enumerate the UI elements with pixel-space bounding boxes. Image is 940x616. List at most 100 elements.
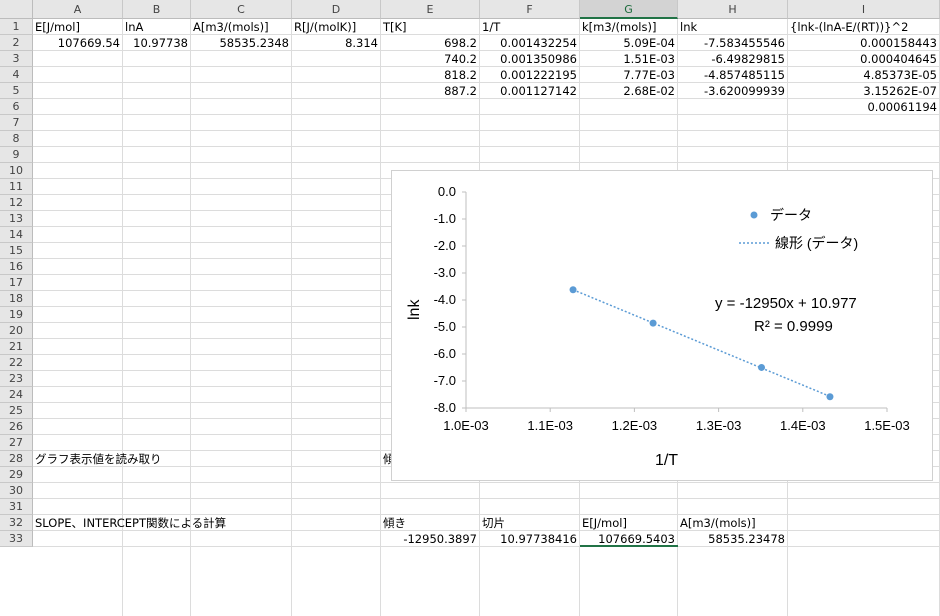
row-header-11[interactable]: 11 bbox=[0, 179, 33, 195]
cell-f2[interactable]: 0.001432254 bbox=[500, 36, 577, 50]
row-header-30[interactable]: 30 bbox=[0, 483, 33, 499]
cell-g4[interactable]: 7.77E-03 bbox=[623, 68, 675, 82]
row-header-28[interactable]: 28 bbox=[0, 451, 33, 467]
chart-svg: 0.0 -1.0 -2.0 -3.0 -4.0 -5.0 -6.0 -7.0 -8.0 1.0E-… bbox=[406, 184, 910, 469]
cell-i3[interactable]: 0.000404645 bbox=[860, 52, 937, 66]
row-header-7[interactable]: 7 bbox=[0, 115, 33, 131]
row-header-20[interactable]: 20 bbox=[0, 323, 33, 339]
row-header-5[interactable]: 5 bbox=[0, 83, 33, 99]
cell-f32[interactable]: 切片 bbox=[482, 516, 505, 530]
select-all-corner[interactable] bbox=[0, 0, 33, 19]
row-header-12[interactable]: 12 bbox=[0, 195, 33, 211]
row-header-6[interactable]: 6 bbox=[0, 99, 33, 115]
scatter-chart[interactable]: 0.0 -1.0 -2.0 -3.0 -4.0 -5.0 -6.0 -7.0 -8.0 1.0E-… bbox=[391, 170, 933, 481]
column-header-h[interactable]: H bbox=[678, 0, 788, 19]
cell-f4[interactable]: 0.001222195 bbox=[500, 68, 577, 82]
row-header-33[interactable]: 33 bbox=[0, 531, 33, 547]
cell-a1[interactable]: E[J/mol] bbox=[35, 20, 80, 34]
data-point bbox=[649, 319, 657, 327]
column-header-e[interactable]: E bbox=[381, 0, 480, 19]
gridline-vertical bbox=[291, 19, 292, 616]
row-header-8[interactable]: 8 bbox=[0, 131, 33, 147]
cell-h33[interactable]: 58535.23478 bbox=[708, 532, 785, 546]
row-header-23[interactable]: 23 bbox=[0, 371, 33, 387]
cell-e4[interactable]: 818.2 bbox=[444, 68, 477, 82]
cell-e3[interactable]: 740.2 bbox=[444, 52, 477, 66]
cell-d1[interactable]: R[J/(molK)] bbox=[294, 20, 357, 34]
cell-i2[interactable]: 0.000158443 bbox=[860, 36, 937, 50]
gridline-horizontal bbox=[33, 498, 940, 499]
cell-g3[interactable]: 1.51E-03 bbox=[623, 52, 675, 66]
row-header-2[interactable]: 2 bbox=[0, 35, 33, 51]
cell-i5[interactable]: 3.15262E-07 bbox=[863, 84, 937, 98]
row-header-17[interactable]: 17 bbox=[0, 275, 33, 291]
cell-e33[interactable]: -12950.3897 bbox=[403, 532, 477, 546]
row-header-10[interactable]: 10 bbox=[0, 163, 33, 179]
legend-label-trendline: 線形 (データ) bbox=[775, 235, 858, 251]
row-header-15[interactable]: 15 bbox=[0, 243, 33, 259]
cell-d2[interactable]: 8.314 bbox=[345, 36, 378, 50]
cell-a2[interactable]: 107669.54 bbox=[57, 36, 120, 50]
y-tick-label: -3.0 bbox=[434, 265, 456, 280]
cell-g32[interactable]: E[J/mol] bbox=[582, 516, 627, 530]
row-header-1[interactable]: 1 bbox=[0, 19, 33, 35]
cell-b2[interactable]: 10.97738 bbox=[133, 36, 188, 50]
cell-c2[interactable]: 58535.2348 bbox=[219, 36, 289, 50]
x-tick-label: 1.5E-03 bbox=[864, 418, 910, 433]
column-header-g[interactable]: G bbox=[580, 0, 678, 19]
cell-a28[interactable]: グラフ表示値を読み取り bbox=[35, 452, 162, 466]
cell-f1[interactable]: 1/T bbox=[482, 20, 501, 34]
row-header-22[interactable]: 22 bbox=[0, 355, 33, 371]
row-header-29[interactable]: 29 bbox=[0, 467, 33, 483]
row-header-25[interactable]: 25 bbox=[0, 403, 33, 419]
cell-g2[interactable]: 5.09E-04 bbox=[623, 36, 675, 50]
column-header-f[interactable]: F bbox=[480, 0, 580, 19]
row-header-13[interactable]: 13 bbox=[0, 211, 33, 227]
row-header-18[interactable]: 18 bbox=[0, 291, 33, 307]
cell-g1[interactable]: k[m3/(mols)] bbox=[582, 20, 657, 34]
cell-h3[interactable]: -6.49829815 bbox=[711, 52, 785, 66]
cell-g33[interactable]: 107669.5403 bbox=[580, 531, 678, 547]
cell-e32[interactable]: 傾き bbox=[383, 516, 406, 530]
row-header-24[interactable]: 24 bbox=[0, 387, 33, 403]
row-header-4[interactable]: 4 bbox=[0, 67, 33, 83]
cell-h4[interactable]: -4.857485115 bbox=[704, 68, 785, 82]
cell-e2[interactable]: 698.2 bbox=[444, 36, 477, 50]
cell-a32[interactable]: SLOPE、INTERCEPT関数による計算 bbox=[35, 516, 227, 530]
x-tick-label: 1.1E-03 bbox=[527, 418, 573, 433]
column-header-b[interactable]: B bbox=[123, 0, 191, 19]
row-header-16[interactable]: 16 bbox=[0, 259, 33, 275]
data-point bbox=[826, 393, 834, 401]
row-header-19[interactable]: 19 bbox=[0, 307, 33, 323]
cell-h2[interactable]: -7.583455546 bbox=[704, 36, 785, 50]
cell-i6[interactable]: 0.00061194 bbox=[867, 100, 937, 114]
cell-i1[interactable]: {lnk-(lnA-E/(RT))}^2 bbox=[790, 20, 909, 34]
y-tick-label: -4.0 bbox=[434, 292, 456, 307]
cell-g5[interactable]: 2.68E-02 bbox=[623, 84, 675, 98]
row-header-21[interactable]: 21 bbox=[0, 339, 33, 355]
cell-h32[interactable]: A[m3/(mols)] bbox=[680, 516, 756, 530]
cell-f5[interactable]: 0.001127142 bbox=[500, 84, 577, 98]
row-header-14[interactable]: 14 bbox=[0, 227, 33, 243]
cell-e1[interactable]: T[K] bbox=[383, 20, 407, 34]
column-header-c[interactable]: C bbox=[191, 0, 292, 19]
column-header-a[interactable]: A bbox=[33, 0, 123, 19]
cell-b1[interactable]: lnA bbox=[125, 20, 144, 34]
row-header-9[interactable]: 9 bbox=[0, 147, 33, 163]
cell-h1[interactable]: lnk bbox=[680, 20, 698, 34]
cell-h5[interactable]: -3.620099939 bbox=[704, 84, 785, 98]
gridline-horizontal bbox=[33, 66, 940, 67]
cell-c1[interactable]: A[m3/(mols)] bbox=[193, 20, 269, 34]
row-header-32[interactable]: 32 bbox=[0, 515, 33, 531]
cell-f3[interactable]: 0.001350986 bbox=[500, 52, 577, 66]
column-header-i[interactable]: I bbox=[788, 0, 940, 19]
column-header-d[interactable]: D bbox=[292, 0, 381, 19]
r-squared-label: R² = 0.9999 bbox=[754, 318, 833, 335]
row-header-27[interactable]: 27 bbox=[0, 435, 33, 451]
row-header-26[interactable]: 26 bbox=[0, 419, 33, 435]
row-header-31[interactable]: 31 bbox=[0, 499, 33, 515]
cell-i4[interactable]: 4.85373E-05 bbox=[863, 68, 937, 82]
row-header-3[interactable]: 3 bbox=[0, 51, 33, 67]
cell-e5[interactable]: 887.2 bbox=[444, 84, 477, 98]
cell-f33[interactable]: 10.97738416 bbox=[500, 532, 577, 546]
